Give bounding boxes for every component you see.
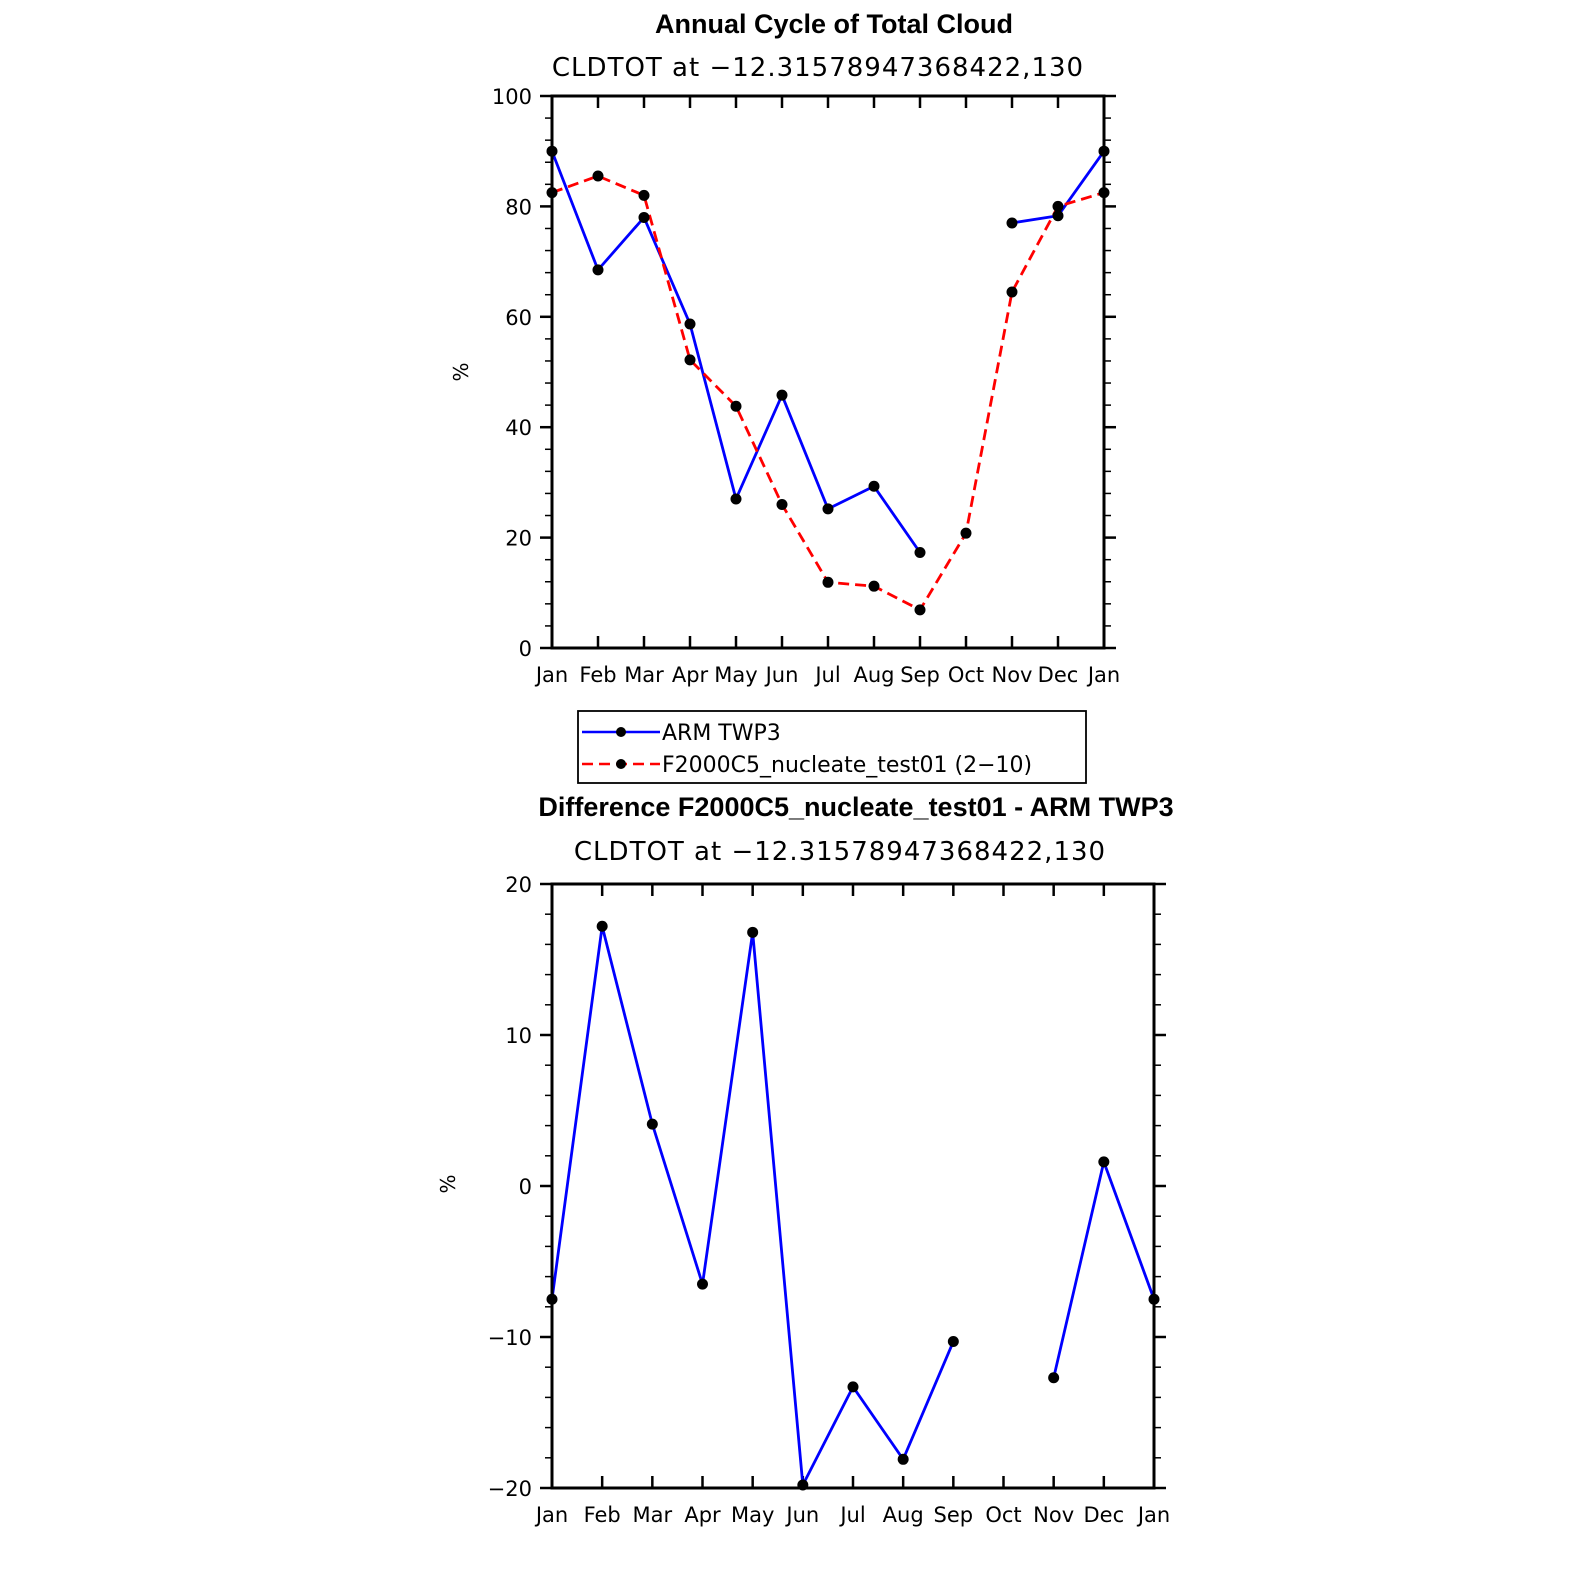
data-point [730, 493, 742, 505]
data-point [1098, 1156, 1110, 1168]
axis-ticks [540, 94, 1116, 650]
series-lines [550, 924, 1156, 1487]
data-point [897, 1453, 909, 1465]
x-tick-label: Oct [948, 663, 984, 687]
y-axis-label: % [436, 1174, 460, 1193]
data-point [914, 604, 926, 616]
data-point [1052, 200, 1064, 212]
legend-marker-model [616, 759, 626, 769]
data-point [822, 576, 834, 588]
chart-title: Difference F2000C5_nucleate_test01 - ARM… [538, 792, 1173, 822]
data-point [592, 170, 604, 182]
x-tick-labels: Jan Feb Mar Apr May Jun Jul Aug Sep Oct Nov Dec Jan [534, 663, 1120, 687]
y-tick-label: −10 [488, 1326, 532, 1350]
data-point [1048, 1372, 1060, 1384]
data-point [1006, 286, 1018, 298]
data-point [747, 926, 759, 938]
legend-label-model: F2000C5_nucleate_test01 (2−10) [662, 753, 1032, 778]
x-tick-label: Dec [1038, 663, 1079, 687]
y-tick-labels: 0 20 40 60 80 100 [492, 85, 532, 661]
data-point [822, 503, 834, 515]
chart-subtitle: CLDTOT at −12.31578947368422,130 [574, 837, 1106, 867]
y-tick-label: 80 [505, 195, 532, 219]
data-point [730, 400, 742, 412]
chart-annual-cycle: Annual Cycle of Total Cloud CLDTOT at −1… [449, 9, 1120, 784]
data-point [596, 920, 608, 932]
y-axis-label: % [449, 362, 473, 381]
y-tick-label: 100 [492, 85, 532, 109]
chart-difference: Difference F2000C5_nucleate_test01 - ARM… [436, 792, 1174, 1527]
plot-frame [550, 882, 1156, 1490]
x-tick-label: Jul [838, 1503, 865, 1527]
x-tick-label: Aug [853, 663, 894, 687]
series-line-secondary [551, 174, 1105, 612]
x-tick-label: Jun [784, 1503, 819, 1527]
x-tick-label: Oct [985, 1503, 1021, 1527]
legend: ARM TWP3 F2000C5_nucleate_test01 (2−10) [577, 710, 1087, 784]
data-point [1052, 210, 1064, 222]
data-point [868, 480, 880, 492]
series-points [546, 920, 1160, 1491]
x-tick-label: Nov [1033, 1503, 1074, 1527]
x-tick-label: May [731, 1503, 774, 1527]
x-tick-label: Mar [633, 1503, 673, 1527]
x-tick-label: Jan [534, 663, 568, 687]
data-point [914, 547, 926, 559]
x-tick-label: Sep [934, 1503, 974, 1527]
legend-box [577, 710, 1087, 784]
x-tick-label: Jan [534, 1503, 568, 1527]
data-point [960, 527, 972, 539]
data-point [697, 1278, 708, 1290]
legend-marker-arm [616, 727, 626, 737]
y-tick-label: 0 [519, 637, 532, 661]
x-tick-label: Apr [672, 663, 709, 687]
x-tick-label: Jan [1136, 1503, 1170, 1527]
axis-ticks [540, 882, 1166, 1490]
x-tick-label: Jul [813, 663, 840, 687]
x-tick-labels: Jan Feb Mar Apr May Jun Jul Aug Sep Oct Nov Dec Jan [534, 1503, 1170, 1527]
y-tick-label: 10 [505, 1024, 532, 1048]
data-point [646, 1118, 658, 1130]
data-point [776, 389, 788, 401]
chart-subtitle: CLDTOT at −12.31578947368422,130 [552, 53, 1084, 83]
x-tick-label: Apr [684, 1503, 721, 1527]
y-tick-label: −20 [488, 1477, 532, 1501]
x-tick-label: Feb [579, 663, 616, 687]
x-tick-label: Sep [900, 663, 940, 687]
x-tick-label: Nov [992, 663, 1033, 687]
series-line-primary [550, 150, 922, 554]
data-point [638, 189, 650, 201]
data-point [592, 264, 604, 276]
chart-title: Annual Cycle of Total Cloud [655, 9, 1013, 39]
x-tick-label: Feb [584, 1503, 621, 1527]
y-tick-label: 0 [519, 1175, 532, 1199]
series-line-primary [1052, 1160, 1156, 1379]
series-line-primary [550, 924, 955, 1487]
series-points [546, 145, 1110, 616]
y-tick-label: 40 [505, 416, 532, 440]
x-tick-label: Jun [764, 663, 799, 687]
y-tick-label: 20 [505, 873, 532, 897]
data-point [847, 1381, 859, 1393]
y-tick-labels: −20 −10 0 10 20 [488, 873, 532, 1501]
series-lines [550, 150, 1106, 612]
x-tick-label: Dec [1084, 1503, 1125, 1527]
y-tick-label: 20 [505, 527, 532, 551]
data-point [1006, 217, 1018, 229]
data-point [638, 211, 650, 223]
data-point [776, 498, 788, 510]
x-tick-label: Jan [1086, 663, 1120, 687]
data-point [684, 318, 696, 330]
y-tick-label: 60 [505, 306, 532, 330]
plot-frame [550, 94, 1106, 650]
data-point [947, 1336, 959, 1348]
x-tick-label: Mar [624, 663, 664, 687]
data-point [684, 354, 696, 366]
x-tick-label: May [714, 663, 757, 687]
legend-label-arm: ARM TWP3 [662, 721, 781, 746]
x-tick-label: Aug [883, 1503, 924, 1527]
data-point [868, 580, 880, 592]
